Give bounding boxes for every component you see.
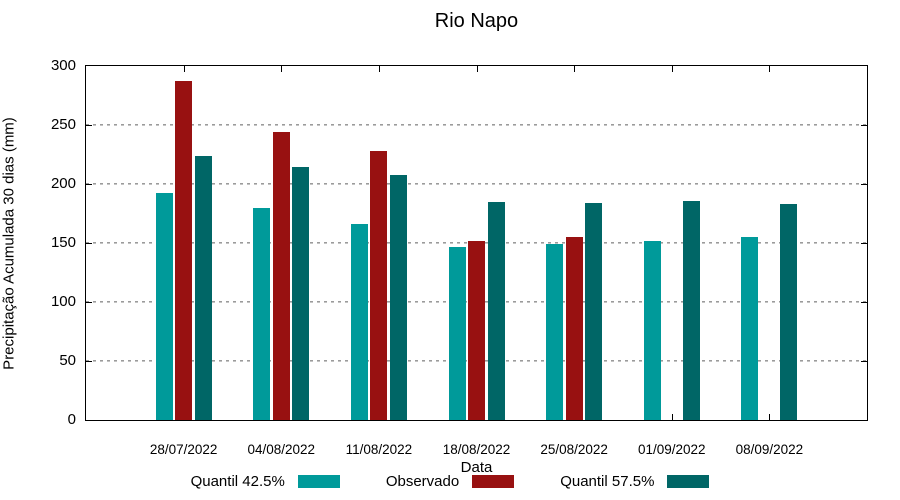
legend-label: Quantil 57.5% [560,473,655,490]
bar-quantil-42-5--25/08/2022 [546,244,564,420]
x-tick-label-04/08/2022: 04/08/2022 [247,442,316,457]
x-tick-mark [476,66,478,72]
bar-observado-25/08/2022 [565,237,583,420]
legend-label: Observado [385,473,460,490]
x-tick-label-11/08/2022: 11/08/2022 [345,442,413,457]
x-tick-mark [183,66,185,72]
bar-quantil-57-5--01/09/2022 [682,200,700,420]
bar-quantil-57-5--11/08/2022 [389,174,407,420]
y-tick-mark [86,361,92,362]
x-tick-label-01/09/2022: 01/09/2022 [637,442,706,457]
legend-item-observado: Observado [385,473,515,490]
x-tick-mark [769,66,771,72]
bar-quantil-57-5--08/09/2022 [780,204,798,420]
bar-quantil-42-5--04/08/2022 [253,207,271,420]
x-tick-label-08/09/2022: 08/09/2022 [735,442,804,457]
y-tick-mark [861,184,867,185]
bar-quantil-57-5--25/08/2022 [585,202,603,420]
x-tick-mark [574,66,576,72]
y-tick-mark [861,125,867,126]
x-axis-title: Data [460,459,493,476]
x-tick-mark [671,66,673,72]
legend-label: Quantil 42.5% [190,473,285,490]
legend: Quantil 42.5% Observado Quantil 57.5% [0,473,900,490]
bar-quantil-42-5--01/09/2022 [643,240,661,420]
y-tick-mark [86,125,92,126]
bar-observado-04/08/2022 [272,132,290,420]
bar-observado-28/07/2022 [175,81,193,420]
gridline-200 [86,183,867,185]
x-tick-label-18/08/2022: 18/08/2022 [442,442,511,457]
bar-quantil-57-5--28/07/2022 [194,155,212,420]
y-tick-label-200: 200 [50,175,76,192]
plot-area [85,65,868,421]
x-tick-mark [769,414,771,420]
y-tick-label-100: 100 [50,293,76,310]
y-tick-label-300: 300 [50,57,76,74]
bar-quantil-42-5--28/07/2022 [155,193,173,420]
legend-item-quantil-57-5-: Quantil 57.5% [560,473,710,490]
x-tick-mark [671,414,673,420]
bar-observado-11/08/2022 [370,150,388,420]
y-tick-mark [86,302,92,303]
x-tick-label-25/08/2022: 25/08/2022 [540,442,608,457]
legend-item-quantil-42-5-: Quantil 42.5% [191,473,340,490]
bar-quantil-42-5--08/09/2022 [741,237,759,420]
x-tick-label-28/07/2022: 28/07/2022 [149,442,218,457]
bar-quantil-42-5--18/08/2022 [448,246,466,420]
gridline-250 [86,124,867,126]
y-tick-mark [861,243,867,244]
y-tick-label-0: 0 [67,411,76,428]
y-tick-mark [861,361,867,362]
y-tick-label-250: 250 [50,116,76,133]
y-tick-label-50: 50 [59,352,76,369]
y-tick-mark [86,184,92,185]
x-tick-mark [281,66,283,72]
x-tick-mark [378,66,380,72]
chart-title: Rio Napo [434,10,519,32]
bar-quantil-42-5--11/08/2022 [350,224,368,420]
bar-observado-18/08/2022 [468,240,485,420]
y-tick-mark [86,243,92,244]
bar-quantil-57-5--04/08/2022 [292,167,310,420]
y-tick-mark [861,302,867,303]
bar-quantil-57-5--18/08/2022 [487,201,505,420]
legend-swatch [667,475,710,488]
y-tick-label-150: 150 [50,234,76,251]
legend-swatch [297,475,340,488]
legend-swatch [472,475,515,488]
